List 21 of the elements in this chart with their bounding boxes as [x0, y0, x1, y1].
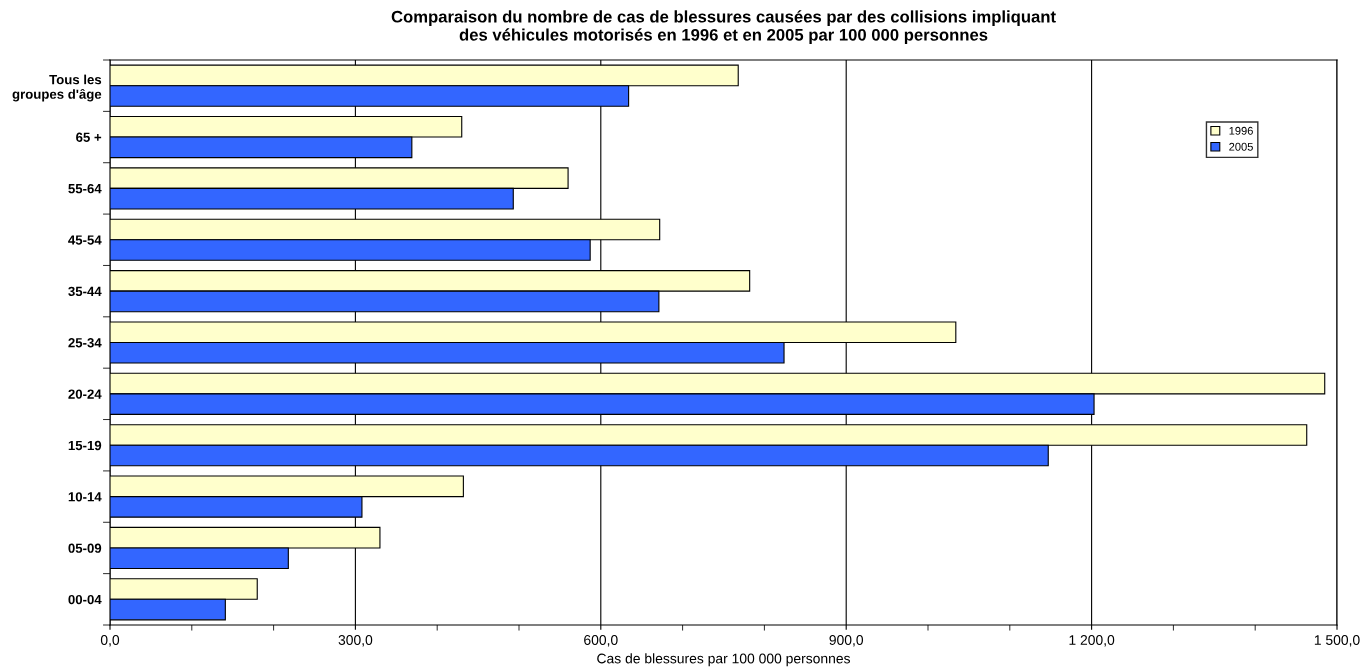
y-tick-label: 20-24 — [68, 389, 102, 399]
y-tick-label: 15-19 — [68, 440, 102, 451]
y-tick-label: 45-54 — [68, 235, 102, 245]
x-tick-label: 1 200,0 — [1069, 635, 1115, 647]
y-tick-label: 35-44 — [68, 286, 102, 297]
y-tick-label: 65 + — [76, 132, 102, 142]
legend-label: 1996 — [1229, 126, 1253, 135]
y-tick-label: 10-14 — [68, 492, 102, 502]
y-tick-label: 25-34 — [68, 338, 102, 348]
x-tick-label: 1 500,0 — [1314, 635, 1360, 647]
x-tick-label: 0,0 — [100, 635, 120, 647]
legend-label: 2005 — [1229, 142, 1253, 151]
y-tick-label: Tous les groupes d'âge — [12, 74, 102, 102]
chart-title: Comparaison du nombre de cas de blessures causées par des collisions impliquant des véhicules motorisés en 1996 et en 2005 par 100 000 personnes — [391, 10, 1056, 45]
y-tick-label: 05-09 — [68, 543, 102, 553]
x-tick-label: 900,0 — [829, 635, 864, 647]
x-axis-title: Cas de blessures par 100 000 personnes — [597, 653, 851, 667]
y-tick-label: 00-04 — [68, 594, 102, 605]
y-tick-label: 55-64 — [68, 183, 102, 194]
x-tick-label: 300,0 — [338, 635, 373, 647]
x-tick-label: 600,0 — [584, 635, 618, 647]
